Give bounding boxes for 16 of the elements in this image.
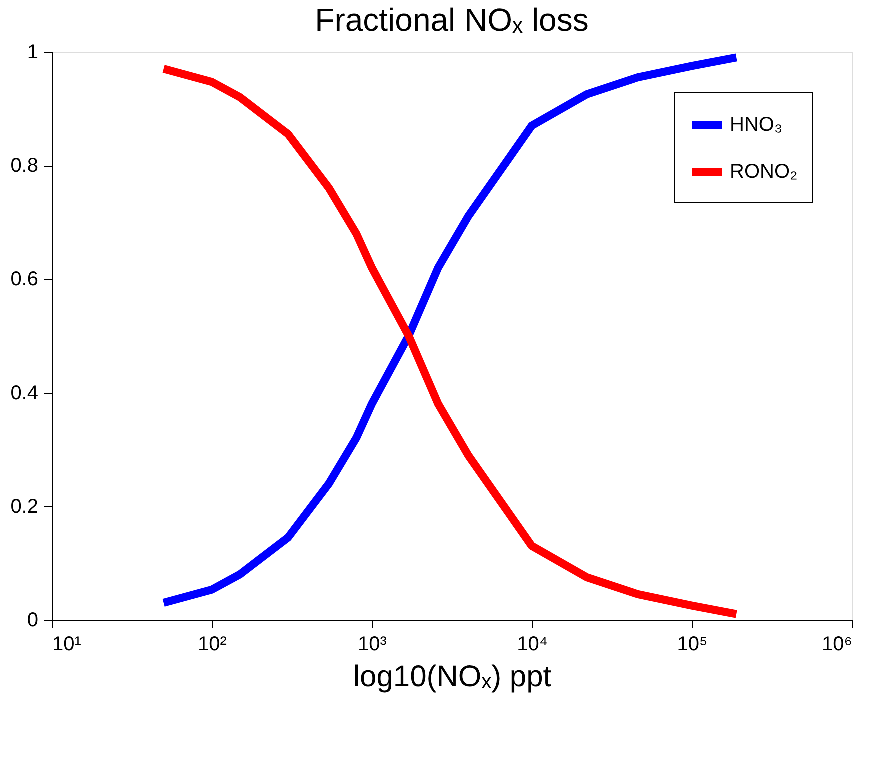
y-tick-label: 0.2 bbox=[10, 496, 38, 518]
y-tick-label: 0.4 bbox=[10, 382, 38, 404]
legend-label: RONO₂ bbox=[730, 161, 798, 183]
x-tick-label: 10³ bbox=[358, 634, 388, 656]
x-tick-label: 10⁴ bbox=[517, 634, 548, 656]
x-axis-title: log10(NOₓ) ppt bbox=[353, 660, 552, 694]
x-tick-label: 10¹ bbox=[52, 634, 82, 656]
y-tick-label: 0 bbox=[27, 610, 38, 632]
chart-title: Fractional NOₓ loss bbox=[315, 2, 589, 38]
x-tick-label: 10⁶ bbox=[822, 634, 852, 656]
y-tick-label: 0.6 bbox=[10, 268, 38, 291]
y-tick-label: 1 bbox=[27, 42, 38, 64]
x-tick-label: 10⁵ bbox=[677, 634, 708, 656]
y-tick-label: 0.8 bbox=[10, 155, 38, 178]
x-tick-label: 10² bbox=[198, 634, 228, 656]
legend-label: HNO₃ bbox=[730, 114, 783, 136]
